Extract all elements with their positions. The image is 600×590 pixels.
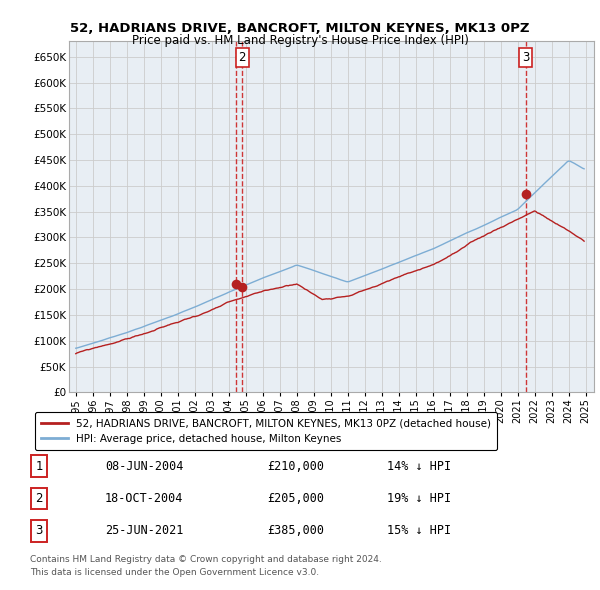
Text: This data is licensed under the Open Government Licence v3.0.: This data is licensed under the Open Gov… [30, 568, 319, 577]
Text: 2: 2 [35, 492, 43, 505]
Text: 1: 1 [35, 460, 43, 473]
Text: 3: 3 [35, 525, 43, 537]
Text: 52, HADRIANS DRIVE, BANCROFT, MILTON KEYNES, MK13 0PZ: 52, HADRIANS DRIVE, BANCROFT, MILTON KEY… [70, 22, 530, 35]
Text: £205,000: £205,000 [267, 492, 324, 505]
Text: 19% ↓ HPI: 19% ↓ HPI [387, 492, 451, 505]
Text: £210,000: £210,000 [267, 460, 324, 473]
Text: 15% ↓ HPI: 15% ↓ HPI [387, 525, 451, 537]
Text: Contains HM Land Registry data © Crown copyright and database right 2024.: Contains HM Land Registry data © Crown c… [30, 555, 382, 563]
Text: 14% ↓ HPI: 14% ↓ HPI [387, 460, 451, 473]
Text: 2: 2 [239, 51, 246, 64]
Text: £385,000: £385,000 [267, 525, 324, 537]
Legend: 52, HADRIANS DRIVE, BANCROFT, MILTON KEYNES, MK13 0PZ (detached house), HPI: Ave: 52, HADRIANS DRIVE, BANCROFT, MILTON KEY… [35, 412, 497, 450]
Text: 3: 3 [522, 51, 529, 64]
Text: 25-JUN-2021: 25-JUN-2021 [105, 525, 184, 537]
Text: Price paid vs. HM Land Registry's House Price Index (HPI): Price paid vs. HM Land Registry's House … [131, 34, 469, 47]
Text: 18-OCT-2004: 18-OCT-2004 [105, 492, 184, 505]
Text: 08-JUN-2004: 08-JUN-2004 [105, 460, 184, 473]
